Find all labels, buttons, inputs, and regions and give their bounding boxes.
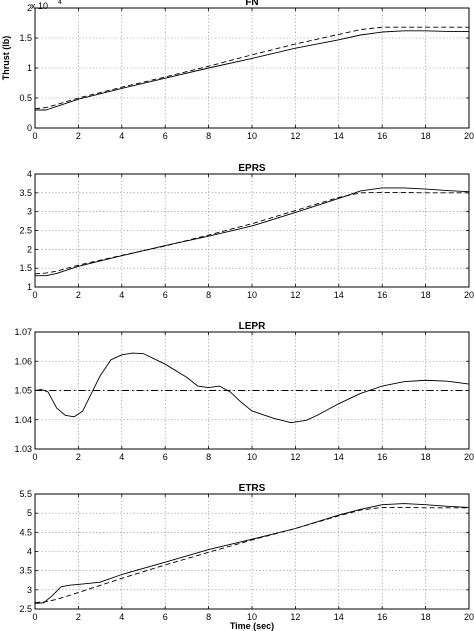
- x-tick-label: 10: [247, 131, 257, 141]
- x-tick-label: 12: [290, 290, 300, 300]
- x-tick-label: 18: [421, 612, 431, 622]
- x-tick-label: 20: [464, 612, 474, 622]
- y-tick-label: 2.5: [19, 226, 32, 236]
- y-tick-label: 5: [27, 508, 32, 518]
- x-tick-label: 0: [32, 612, 37, 622]
- chart-title: LEPR: [239, 321, 266, 332]
- x-tick-label: 8: [206, 131, 211, 141]
- chart-title: EPRS: [238, 163, 266, 174]
- y-tick-label: 1.03: [14, 444, 32, 454]
- y-tick-label: 1.05: [14, 386, 32, 396]
- x-tick-label: 6: [163, 290, 168, 300]
- x-tick-label: 10: [247, 612, 257, 622]
- y-tick-label: 3.5: [19, 566, 32, 576]
- y-tick-label: 1: [27, 282, 32, 292]
- x-tick-label: 14: [334, 290, 344, 300]
- chart-title: ETRS: [239, 483, 266, 494]
- y-tick-label: 2: [27, 244, 32, 254]
- x-tick-label: 16: [377, 452, 387, 462]
- x-tick-label: 12: [290, 612, 300, 622]
- x-tick-label: 8: [206, 612, 211, 622]
- x-tick-label: 12: [290, 131, 300, 141]
- x-tick-label: 16: [377, 131, 387, 141]
- x-tick-label: 6: [163, 452, 168, 462]
- x-tick-label: 16: [377, 290, 387, 300]
- x-tick-label: 0: [32, 290, 37, 300]
- x-tick-label: 14: [334, 612, 344, 622]
- y-tick-label: 1.5: [19, 33, 32, 43]
- x-tick-label: 18: [421, 452, 431, 462]
- y-tick-label: 5.5: [19, 489, 32, 499]
- x-tick-label: 14: [334, 131, 344, 141]
- x-tick-label: 20: [464, 290, 474, 300]
- chart-panel-3: 0 2 4 6 8 10 12 14 16 18 20 1.03 1.04 1.05 1.06 1.07 LEP…: [14, 321, 474, 462]
- x-tick-label: 20: [464, 452, 474, 462]
- x-tick-label: 0: [32, 131, 37, 141]
- x-tick-label: 18: [421, 131, 431, 141]
- x-tick-label: 4: [119, 452, 124, 462]
- series-line-1: [35, 187, 470, 277]
- y-tick-label: 0.5: [19, 93, 32, 103]
- x-tick-label: 8: [206, 290, 211, 300]
- y-tick-label: 1.5: [19, 263, 32, 273]
- series-line-2: [34, 506, 469, 603]
- y-tick-label: 0: [27, 123, 32, 133]
- chart-panel-4: 0 2 4 6 8 10 12 14 16 18 20 2.5 3 3.5 4 4.5 5 5.5 ETRS Time…: [19, 483, 474, 631]
- chart-panel-1: 0 2 4 6 8 10 12 14 16 18 20 0 0.5 1 1.5 2 FN Thrust (lb) x…: [1, 0, 474, 141]
- x-tick-label: 6: [163, 131, 168, 141]
- series-line-1: [34, 503, 470, 604]
- series-line-1: [35, 30, 469, 111]
- x-tick-label: 4: [119, 131, 124, 141]
- chart-panel-2: 0 2 4 6 8 10 12 14 16 18 20 1 1.5 2 2.5 3 3.5 4 EPRS: [19, 163, 474, 300]
- x-tick-label: 2: [76, 290, 81, 300]
- y-tick-label: 2.5: [19, 604, 32, 614]
- x-tick-label: 12: [290, 452, 300, 462]
- y-exponent-label: x 10: [31, 1, 48, 11]
- x-tick-label: 2: [76, 131, 81, 141]
- y-tick-label: 3.5: [19, 188, 32, 198]
- y-exponent-power: 4: [58, 0, 62, 6]
- y-tick-label: 4: [27, 547, 32, 557]
- x-tick-label: 14: [334, 452, 344, 462]
- x-tick-label: 4: [119, 612, 124, 622]
- x-tick-label: 0: [32, 452, 37, 462]
- y-tick-label: 1.06: [14, 356, 32, 366]
- series-line-2: [34, 192, 469, 275]
- x-tick-label: 8: [206, 452, 211, 462]
- y-tick-label: 1.07: [14, 327, 32, 337]
- x-tick-label: 16: [377, 612, 387, 622]
- y-tick-label: 4.5: [19, 527, 32, 537]
- x-tick-label: 2: [76, 612, 81, 622]
- y-tick-label: 2: [27, 3, 32, 13]
- x-tick-label: 10: [247, 290, 257, 300]
- series-line-2: [34, 26, 469, 110]
- x-axis-label: Time (sec): [230, 621, 274, 631]
- x-tick-label: 20: [464, 131, 474, 141]
- y-tick-label: 3: [27, 207, 32, 217]
- series-line-1: [34, 352, 470, 424]
- chart-title: FN: [245, 0, 258, 8]
- x-tick-label: 10: [247, 452, 257, 462]
- x-tick-label: 2: [76, 452, 81, 462]
- y-tick-label: 1: [27, 63, 32, 73]
- y-axis-label: Thrust (lb): [1, 36, 11, 81]
- y-tick-label: 4: [27, 169, 32, 179]
- x-tick-label: 4: [119, 290, 124, 300]
- y-tick-label: 1.04: [14, 415, 32, 425]
- x-tick-label: 18: [421, 290, 431, 300]
- y-tick-label: 3: [27, 585, 32, 595]
- x-tick-label: 6: [163, 612, 168, 622]
